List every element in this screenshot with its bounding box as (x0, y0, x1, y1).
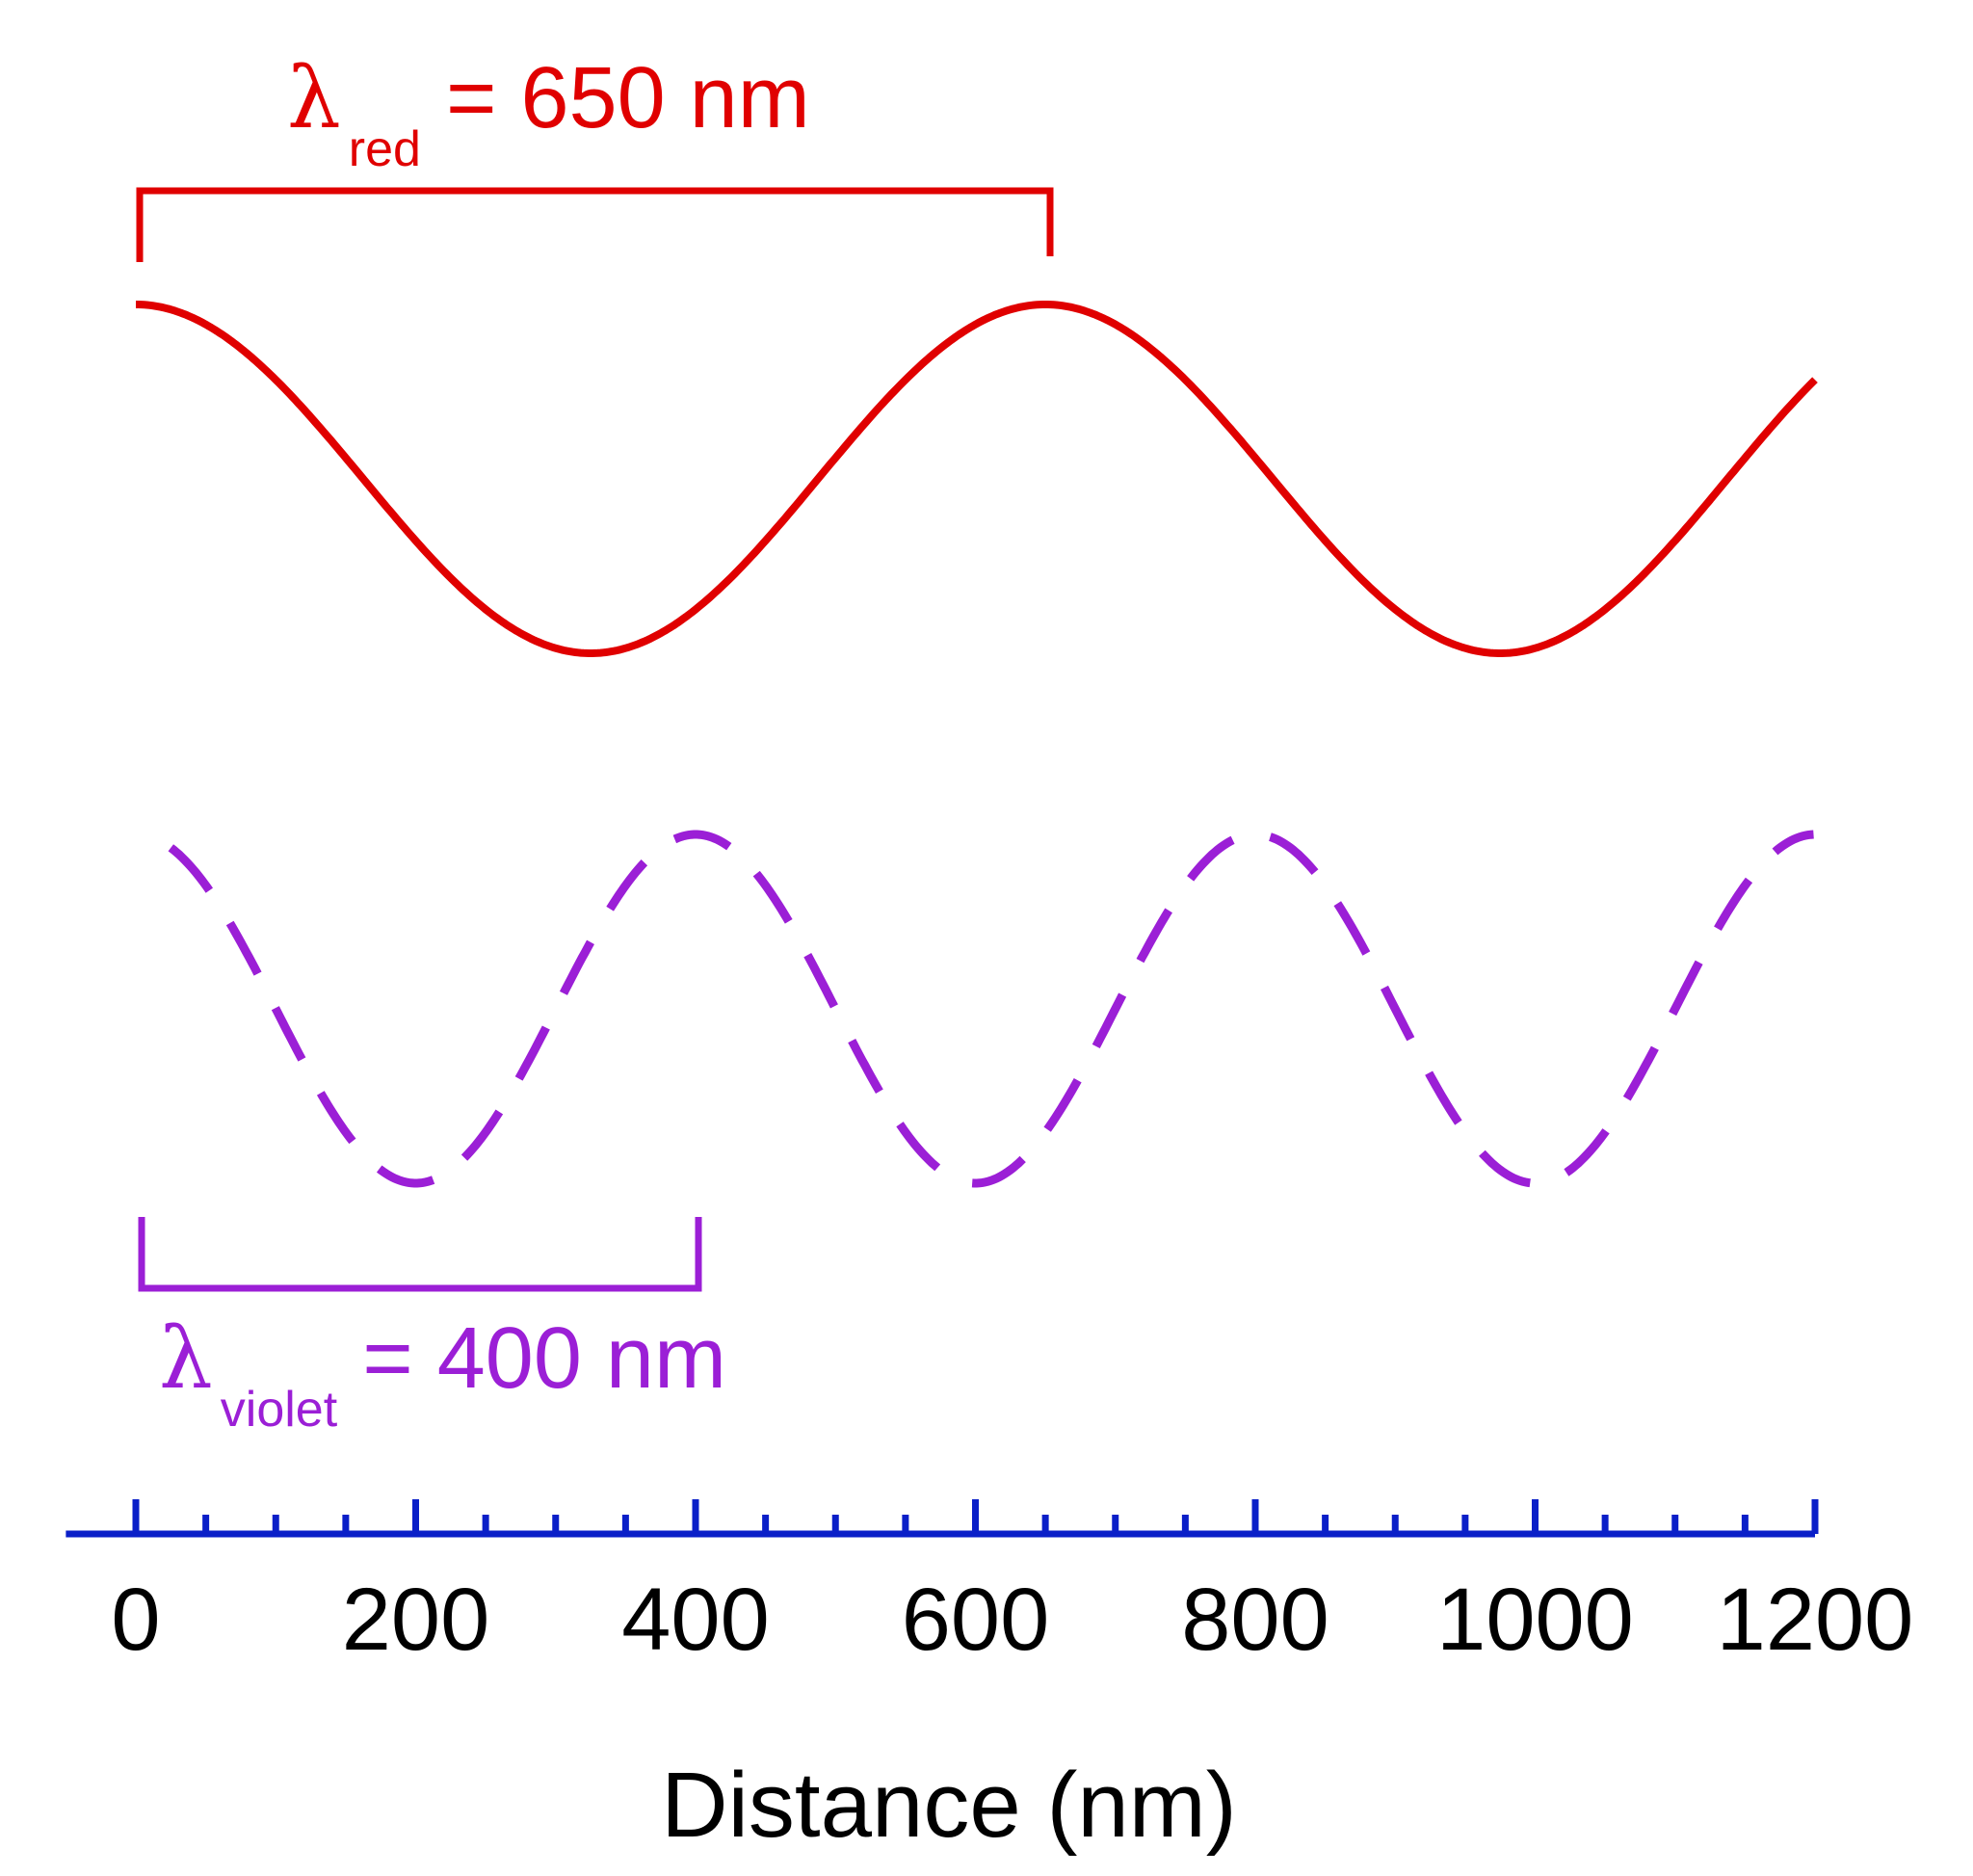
violet-wavelength-bracket (138, 1217, 702, 1292)
violet-wave (168, 830, 1814, 1188)
tick-label-800: 800 (1181, 1571, 1329, 1669)
red-lambda-symbol: λ (287, 48, 341, 147)
violet-wavelength-label: λ violet = 400 nm (159, 1308, 726, 1438)
red-wave (134, 301, 1818, 657)
tick-label-600: 600 (902, 1571, 1050, 1669)
distance-axis (66, 1499, 1819, 1538)
red-wavelength-bracket (136, 187, 1054, 262)
tick-label-1200: 1200 (1717, 1571, 1914, 1669)
tick-label-1000: 1000 (1436, 1571, 1634, 1669)
violet-lambda-symbol: λ (159, 1308, 213, 1408)
red-wavelength-value: = 650 nm (446, 50, 810, 146)
red-subscript: red (349, 121, 421, 177)
violet-wavelength-value: = 400 nm (362, 1310, 726, 1407)
axis-title: Distance (nm) (661, 1754, 1236, 1857)
tick-label-400: 400 (621, 1571, 770, 1669)
red-wavelength-label: λ red = 650 nm (287, 48, 810, 177)
violet-subscript: violet (221, 1382, 338, 1438)
axis-tick-labels: 0 200 400 600 800 1000 1200 (111, 1571, 1913, 1669)
tick-label-0: 0 (111, 1571, 160, 1669)
tick-label-200: 200 (342, 1571, 490, 1669)
